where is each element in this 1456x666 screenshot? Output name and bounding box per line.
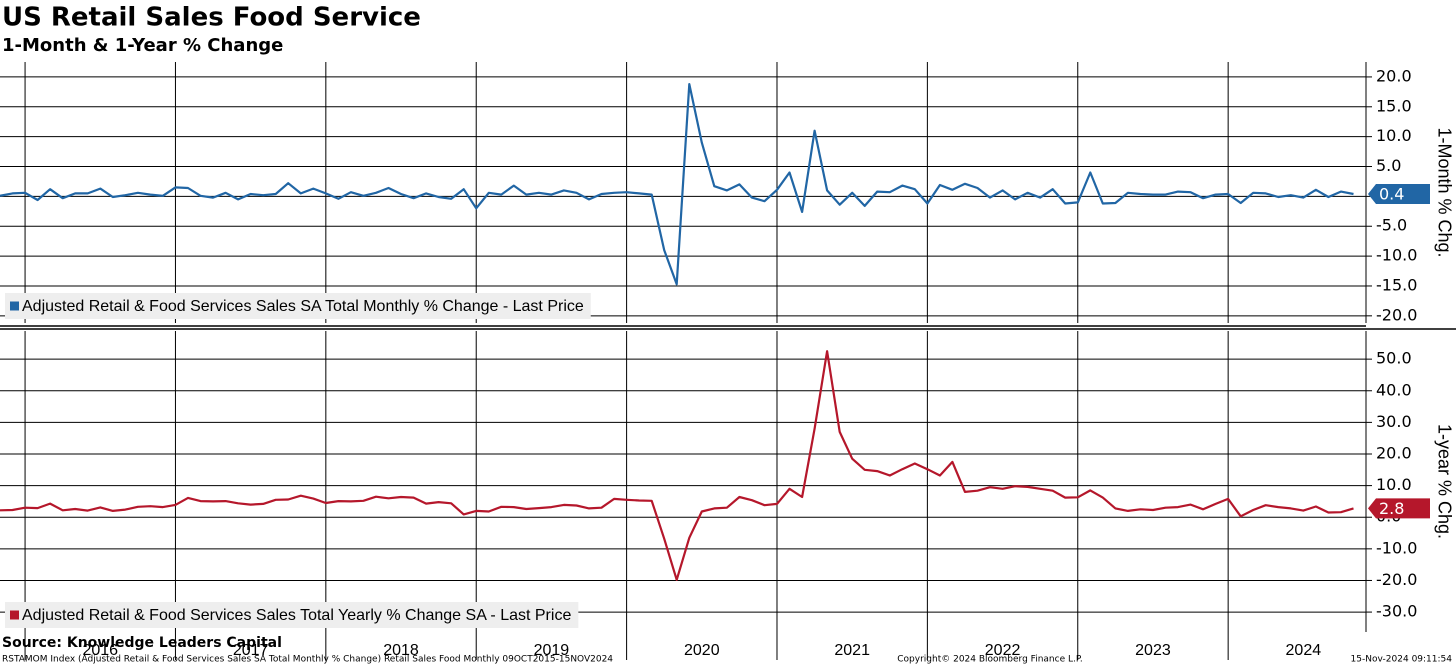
- y-tick-label: 5.0: [1376, 156, 1401, 175]
- x-tick-label: 2022: [985, 642, 1021, 659]
- y-tick-label: -10.0: [1376, 538, 1417, 557]
- y-tick-label: 10.0: [1376, 475, 1412, 494]
- y-tick-label: 15.0: [1376, 96, 1412, 115]
- footer-description: RSTAMOM Index (Adjusted Retail & Food Se…: [2, 655, 613, 665]
- y-axis-title: 1-year % Chg.: [1434, 424, 1454, 539]
- x-tick-label: 2024: [1286, 642, 1322, 659]
- x-tick-label: 2019: [534, 642, 570, 659]
- y-tick-label: 10.0: [1376, 126, 1412, 145]
- y-tick-label: -10.0: [1376, 246, 1417, 265]
- footer-copyright: Copyright© 2024 Bloomberg Finance L.P.: [897, 655, 1082, 665]
- legend: Adjusted Retail & Food Services Sales To…: [5, 602, 579, 628]
- legend-label: Adjusted Retail & Food Services Sales SA…: [22, 298, 584, 315]
- footer-timestamp: 15-Nov-2024 09:11:54: [1351, 655, 1453, 665]
- last-value-tag: [1368, 498, 1430, 519]
- x-tick-label: 2023: [1135, 642, 1171, 659]
- y-tick-label: -20.0: [1376, 570, 1417, 589]
- y-tick-label: 20.0: [1376, 443, 1412, 462]
- chart-subtitle: 1-Month & 1-Year % Change: [2, 35, 283, 56]
- legend-label: Adjusted Retail & Food Services Sales To…: [22, 607, 571, 624]
- last-value-label: 2.8: [1379, 499, 1404, 518]
- series-line: [0, 350, 1354, 581]
- x-tick-label: 2021: [834, 642, 870, 659]
- legend: Adjusted Retail & Food Services Sales SA…: [5, 293, 591, 319]
- y-tick-label: -15.0: [1376, 275, 1417, 294]
- y-tick-label: 40.0: [1376, 380, 1412, 399]
- y-tick-label: -30.0: [1376, 602, 1417, 621]
- y-tick-label: 30.0: [1376, 412, 1412, 431]
- x-tick-label: 2018: [383, 642, 419, 659]
- series-line: [0, 83, 1354, 286]
- x-tick-label: 2017: [233, 642, 269, 659]
- last-value-label: 0.4: [1379, 184, 1404, 203]
- legend-swatch: [10, 610, 19, 620]
- legend-swatch: [10, 301, 19, 311]
- y-tick-label: 20.0: [1376, 66, 1412, 85]
- source: Source: Knowledge Leaders Capital: [2, 635, 282, 651]
- x-tick-label: 2016: [82, 642, 118, 659]
- legend-background: [5, 602, 579, 628]
- x-tick-label: 2020: [684, 642, 720, 659]
- y-tick-label: 50.0: [1376, 349, 1412, 368]
- last-value-tag: [1368, 183, 1430, 204]
- y-axis-title: 1-Month % Chg.: [1434, 127, 1454, 257]
- chart-title: US Retail Sales Food Service: [2, 3, 421, 33]
- y-tick-label: -5.0: [1376, 216, 1407, 235]
- y-tick-label: -20.0: [1376, 305, 1417, 324]
- legend-background: [5, 293, 591, 319]
